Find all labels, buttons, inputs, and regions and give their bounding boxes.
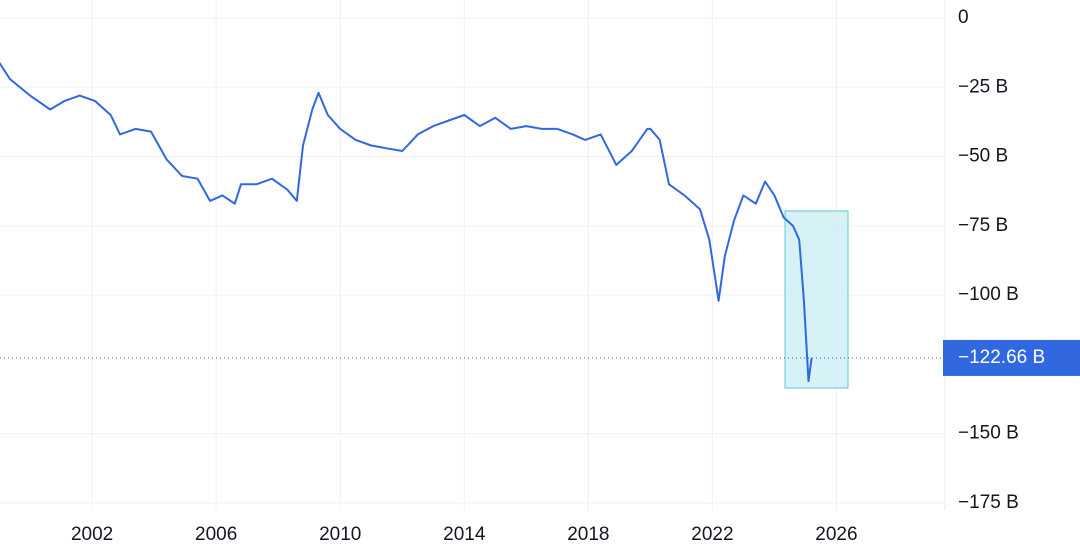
y-tick-label: −75 B	[958, 215, 1008, 236]
y-tick-label: −175 B	[958, 492, 1019, 513]
x-tick-label: 2006	[195, 524, 237, 545]
x-tick-label: 2002	[71, 524, 113, 545]
x-tick-label: 2022	[691, 524, 733, 545]
y-tick-label: −150 B	[958, 423, 1019, 444]
series-line	[0, 61, 813, 383]
y-tick-label: −50 B	[958, 146, 1008, 167]
y-tick-label: −100 B	[958, 284, 1019, 305]
highlight-box	[784, 210, 849, 389]
y-tick-label: 0	[958, 7, 969, 28]
last-value-label: −122.66 B	[958, 347, 1045, 368]
x-tick-label: 2026	[815, 524, 857, 545]
x-tick-label: 2010	[319, 524, 361, 545]
y-tick-label: −25 B	[958, 76, 1008, 97]
x-tick-label: 2018	[567, 524, 609, 545]
x-tick-label: 2014	[443, 524, 486, 545]
last-value-box	[943, 339, 1080, 376]
